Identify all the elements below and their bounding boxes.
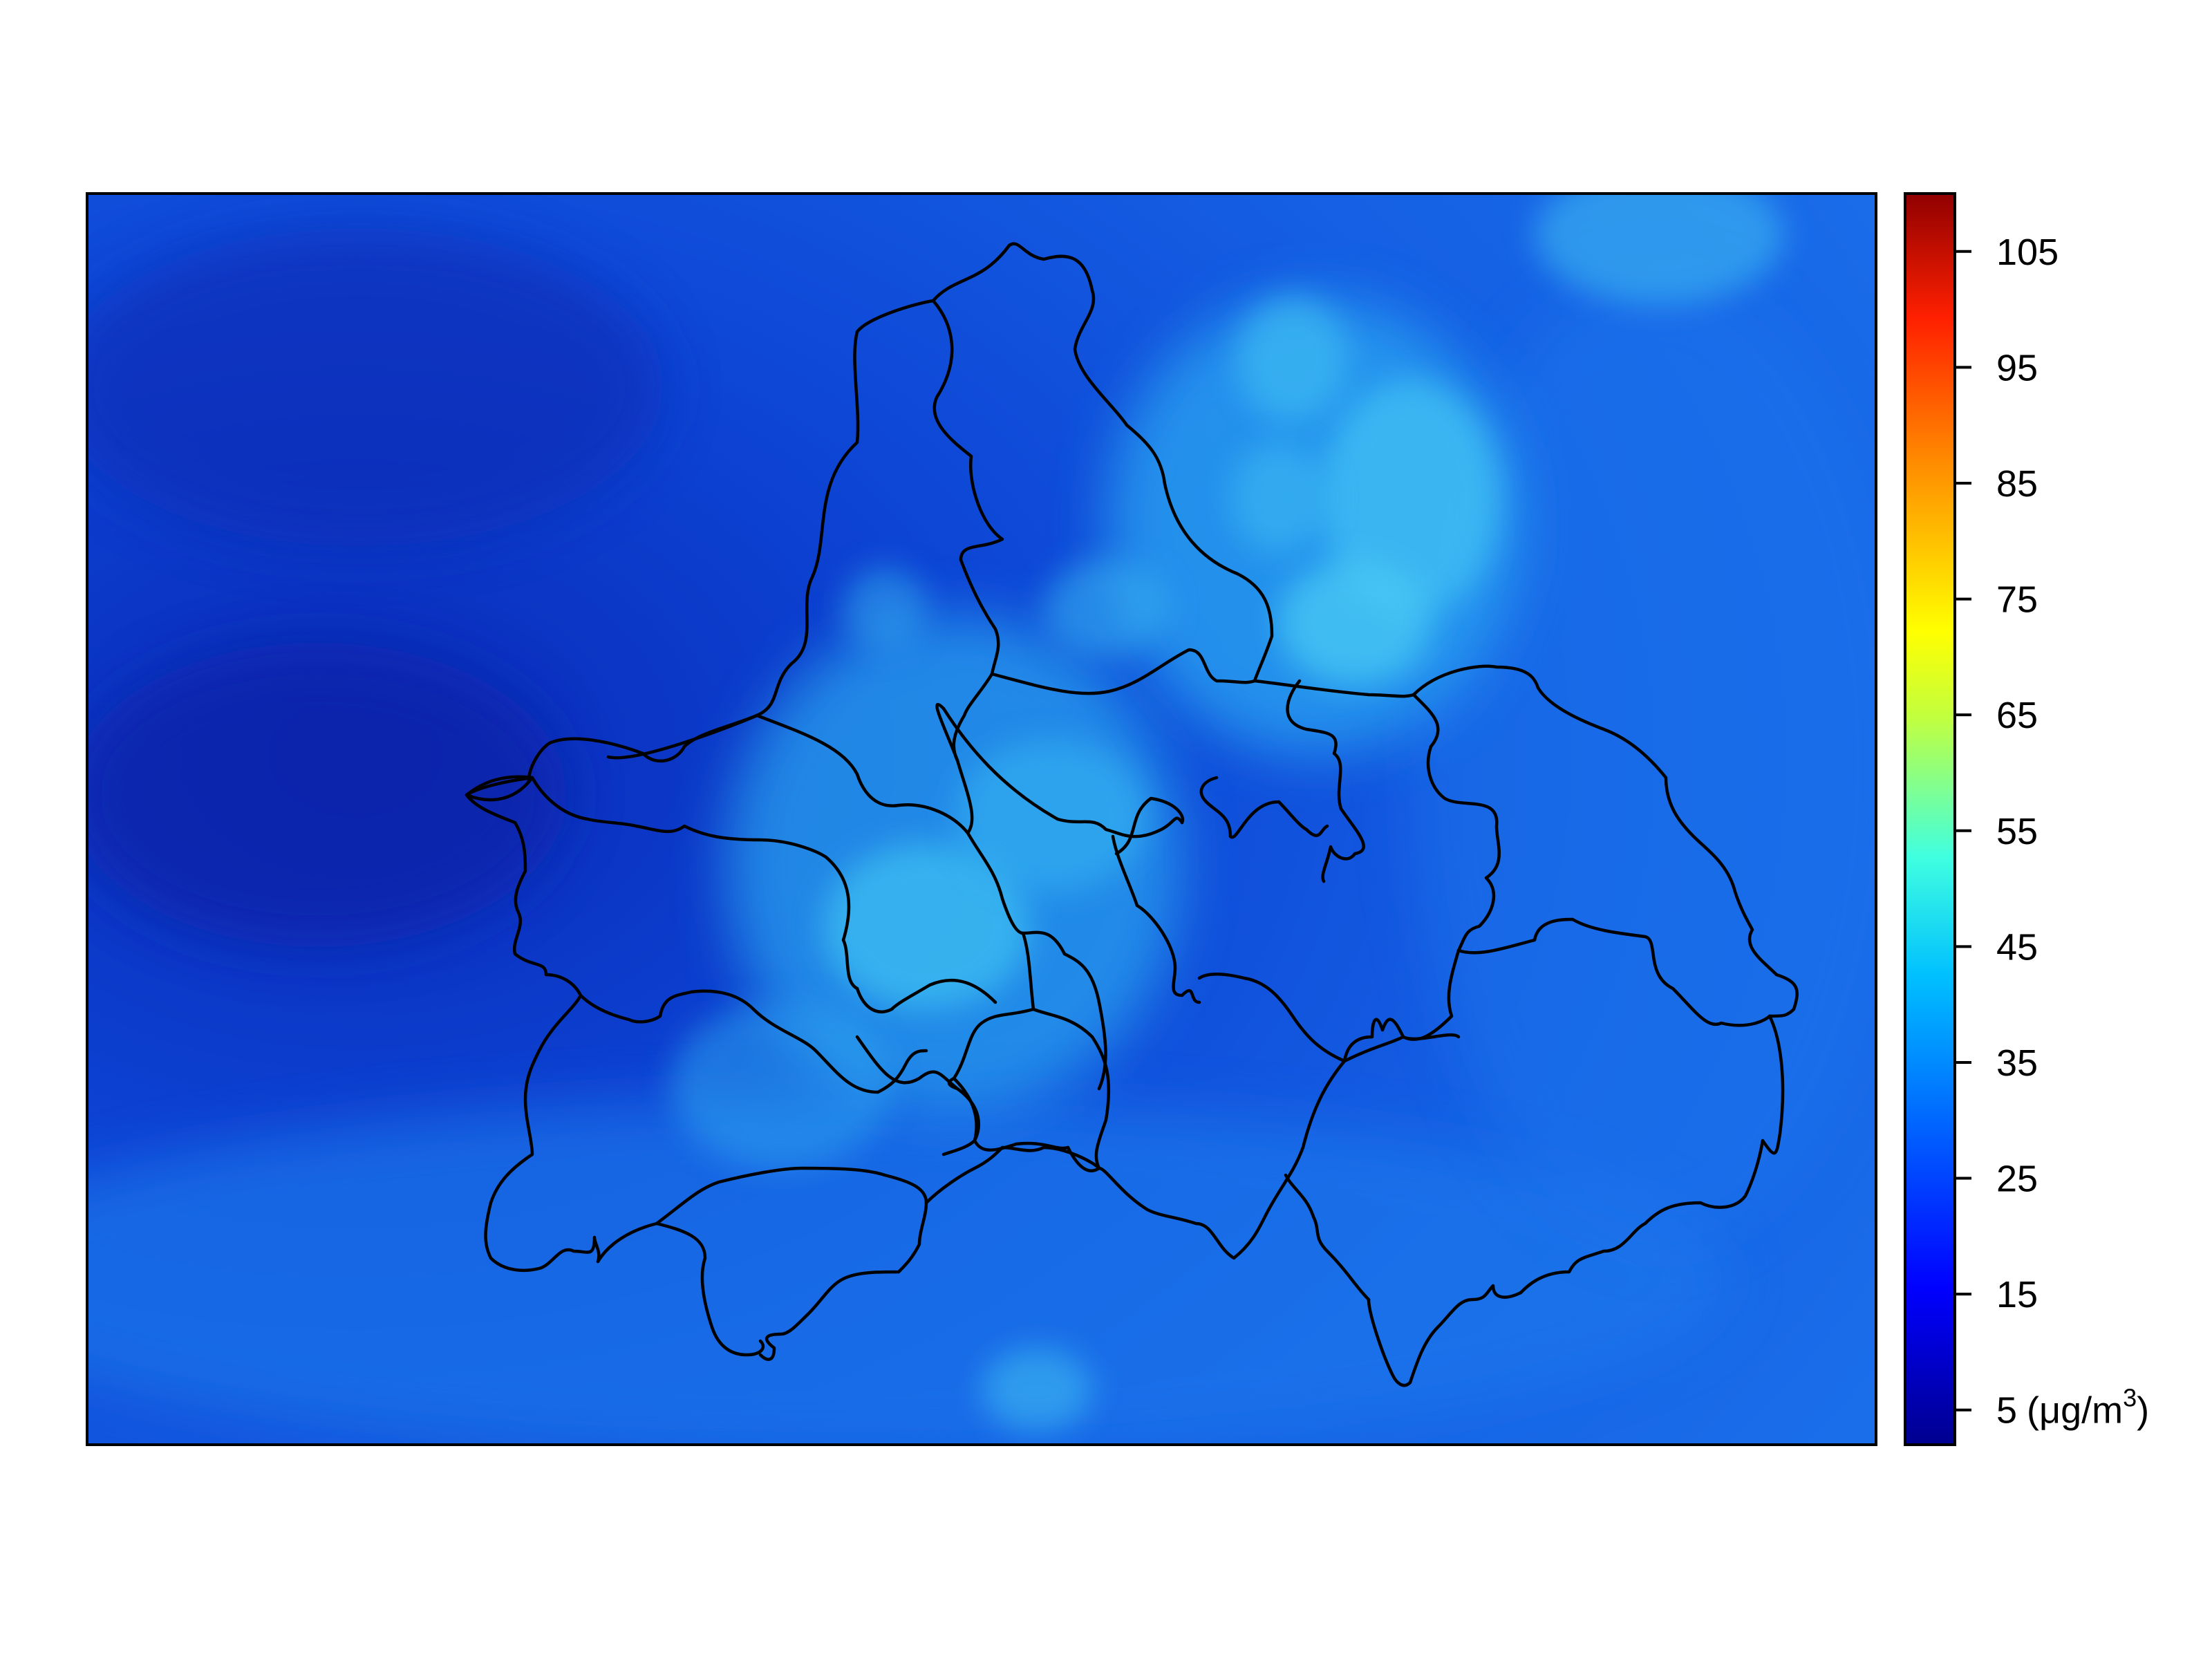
district-boundary: [1286, 679, 1365, 883]
hotspot-zone: [1535, 194, 1783, 304]
colorbar-unit-close: ): [2137, 1390, 2149, 1432]
hotspot-zone: [1279, 560, 1431, 684]
district-boundary: [465, 793, 583, 997]
district-boundary: [1111, 834, 1201, 1004]
map-panel: [87, 194, 1876, 1445]
district-boundary: [465, 776, 534, 797]
district-boundary: [465, 775, 859, 991]
district-boundary: [655, 1221, 765, 1357]
colorbar: 5 15 25 35 45 55 65 75 85 95 105 (μg/m3): [1904, 192, 2149, 1446]
colorbar-unit-superscript: 3: [2123, 1384, 2137, 1412]
low-concentration-zone: [87, 228, 664, 546]
colorbar-gradient: [1904, 192, 1956, 1446]
hotspot-zone: [1230, 442, 1327, 553]
colorbar-tick-label: 95: [1996, 347, 2038, 388]
district-boundaries: [465, 242, 1799, 1387]
map-frame: [86, 192, 1877, 1446]
district-boundary: [1197, 972, 1347, 1063]
moderate-zone: [87, 1099, 1728, 1445]
district-boundary: [1284, 1173, 1371, 1302]
district-boundary: [1367, 1284, 1523, 1387]
colorbar-unit-label: (μg/m: [2027, 1390, 2123, 1432]
district-boundary: [1412, 664, 1799, 1018]
district-boundary: [924, 1145, 1101, 1205]
colorbar-tick-label: 25: [1996, 1159, 2038, 1200]
district-boundary: [1412, 693, 1501, 953]
district-boundary: [1021, 931, 1035, 1011]
district-boundary: [484, 993, 601, 1273]
district-boundary: [935, 702, 1184, 838]
district-boundary: [1456, 917, 1772, 1027]
moderate-zone: [1410, 276, 1876, 1244]
colorbar-tick-label: 85: [1996, 463, 2038, 505]
colorbar-tick-label: 105: [1996, 232, 2059, 273]
district-boundary: [606, 713, 759, 760]
district-boundary: [931, 242, 1274, 683]
hotspot-zone: [982, 1348, 1092, 1431]
district-boundary: [1021, 930, 1107, 1091]
district-boundary: [1342, 948, 1461, 1063]
hotspot-zone: [1237, 297, 1348, 422]
district-boundary: [941, 1138, 1070, 1156]
district-boundary: [1228, 800, 1329, 839]
district-boundary: [1199, 776, 1232, 838]
district-boundary: [1114, 796, 1185, 856]
district-boundary: [955, 758, 1025, 935]
district-boundary: [1342, 1033, 1461, 1063]
hotspot-zone: [1044, 560, 1168, 657]
district-boundary: [755, 299, 935, 718]
district-boundary: [855, 1035, 959, 1091]
district-boundary: [596, 1221, 659, 1264]
district-boundary: [579, 989, 928, 1094]
district-boundary: [1031, 1007, 1111, 1170]
colorbar-tick-label: 45: [1996, 926, 2038, 968]
district-boundary: [755, 713, 970, 835]
district-boundary: [952, 1076, 978, 1143]
district-boundary: [990, 648, 1416, 698]
district-boundary: [931, 299, 1004, 676]
colorbar-tick-label: 55: [1996, 811, 2038, 852]
colorbar-tick-label: 5: [1996, 1390, 2017, 1432]
hotspot-zone: [1320, 380, 1500, 615]
hotspot-zone: [671, 1002, 892, 1168]
district-boundary: [1066, 1059, 1347, 1260]
district-boundary: [1519, 1014, 1785, 1295]
district-boundary: [655, 1166, 928, 1361]
colorbar-tick-label: 65: [1996, 695, 2038, 736]
hotspot-zone: [823, 843, 1030, 1009]
district-boundary: [855, 978, 997, 1013]
colorbar-tick-label: 15: [1996, 1274, 2038, 1315]
colorbar-ticks: 5 15 25 35 45 55 65 75 85 95 105: [1955, 232, 2059, 1432]
low-concentration-zone: [87, 643, 567, 947]
colorbar-tick-label: 75: [1996, 579, 2038, 621]
colorbar-unit: (μg/m3): [2027, 1384, 2149, 1432]
hotspot-zone: [843, 567, 926, 650]
colorbar-tick-label: 35: [1996, 1042, 2038, 1084]
